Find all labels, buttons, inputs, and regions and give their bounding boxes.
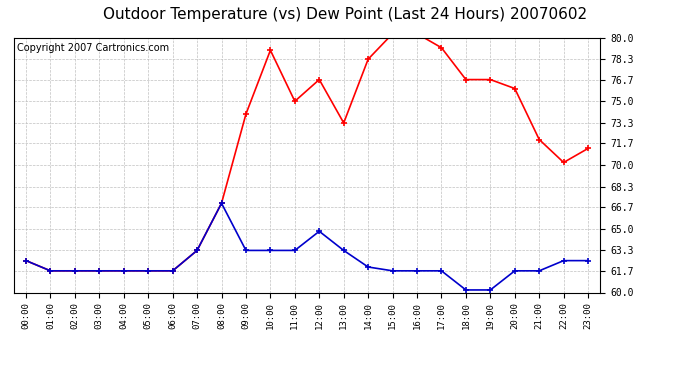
Text: Outdoor Temperature (vs) Dew Point (Last 24 Hours) 20070602: Outdoor Temperature (vs) Dew Point (Last… <box>103 8 587 22</box>
Text: Copyright 2007 Cartronics.com: Copyright 2007 Cartronics.com <box>17 43 169 52</box>
